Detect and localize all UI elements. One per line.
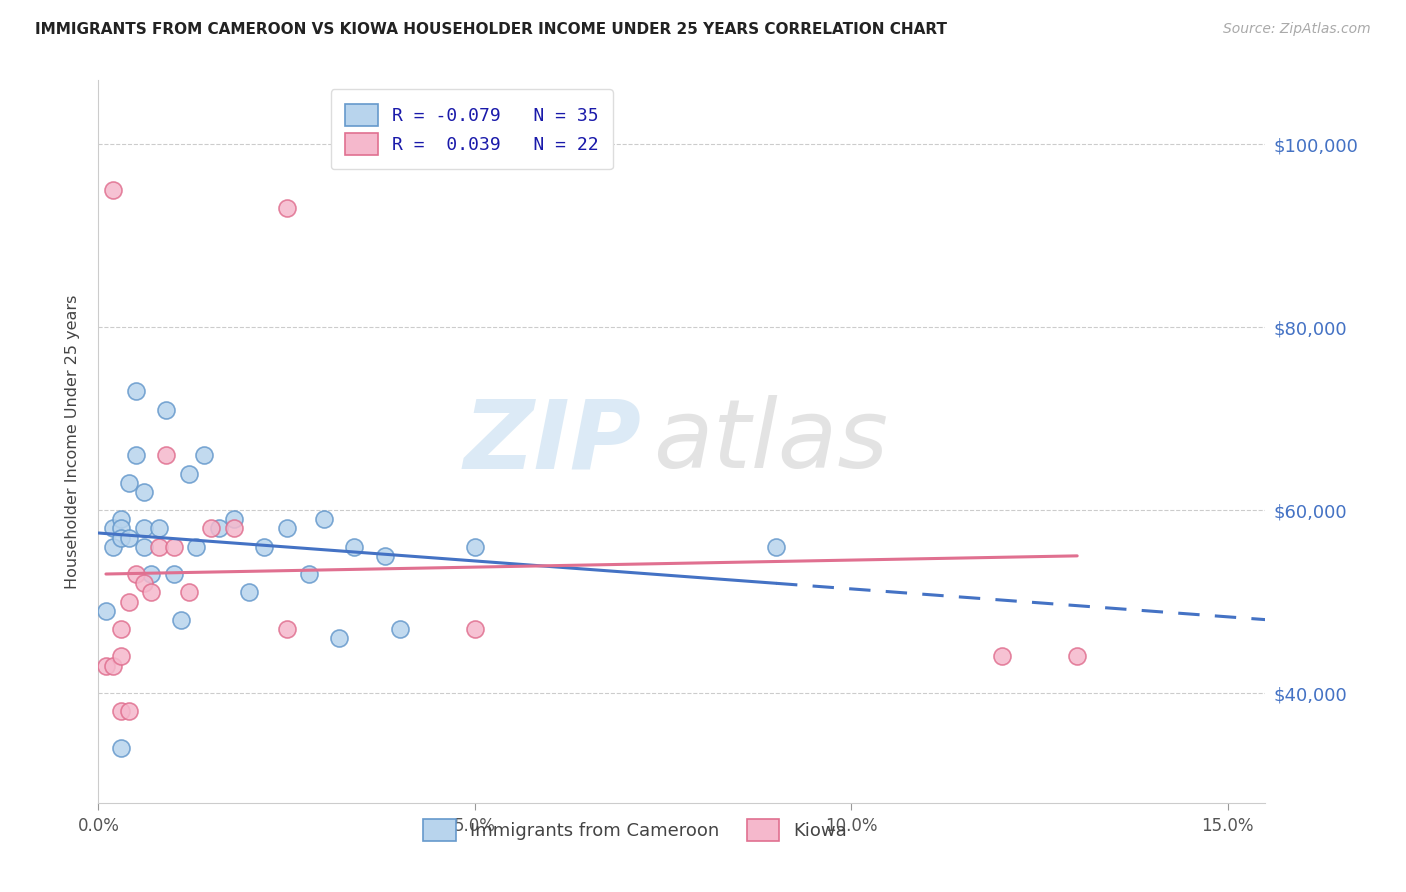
Point xyxy=(177,585,200,599)
Point xyxy=(765,540,787,554)
Point xyxy=(110,649,132,664)
Point xyxy=(253,540,276,554)
Point xyxy=(991,649,1014,664)
Point xyxy=(343,540,366,554)
Point xyxy=(373,549,395,563)
Point xyxy=(193,448,215,462)
Point xyxy=(117,704,139,718)
Point xyxy=(155,448,177,462)
Point xyxy=(125,567,148,582)
Point xyxy=(103,658,125,673)
Point xyxy=(314,512,336,526)
Point xyxy=(110,622,132,636)
Point xyxy=(139,585,162,599)
Y-axis label: Householder Income Under 25 years: Householder Income Under 25 years xyxy=(65,294,80,589)
Point xyxy=(117,475,139,490)
Point xyxy=(276,202,298,216)
Point xyxy=(222,512,245,526)
Point xyxy=(170,613,193,627)
Text: atlas: atlas xyxy=(652,395,887,488)
Legend: Immigrants from Cameroon, Kiowa: Immigrants from Cameroon, Kiowa xyxy=(416,812,855,848)
Point xyxy=(94,604,117,618)
Point xyxy=(110,704,132,718)
Point xyxy=(125,448,148,462)
Point xyxy=(110,512,132,526)
Text: Source: ZipAtlas.com: Source: ZipAtlas.com xyxy=(1223,22,1371,37)
Point xyxy=(139,567,162,582)
Point xyxy=(222,521,245,535)
Point xyxy=(328,631,350,645)
Point xyxy=(132,540,155,554)
Point xyxy=(388,622,411,636)
Point xyxy=(238,585,260,599)
Point xyxy=(125,384,148,399)
Text: ZIP: ZIP xyxy=(463,395,641,488)
Point xyxy=(132,576,155,591)
Point xyxy=(177,467,200,481)
Point xyxy=(464,540,486,554)
Point xyxy=(132,484,155,499)
Point xyxy=(276,622,298,636)
Point xyxy=(117,531,139,545)
Point xyxy=(1066,649,1088,664)
Point xyxy=(110,740,132,755)
Point xyxy=(155,402,177,417)
Point xyxy=(103,521,125,535)
Point xyxy=(110,531,132,545)
Point xyxy=(148,540,170,554)
Point xyxy=(464,622,486,636)
Point xyxy=(148,521,170,535)
Point xyxy=(110,521,132,535)
Point xyxy=(200,521,222,535)
Point xyxy=(163,540,186,554)
Point xyxy=(298,567,321,582)
Point xyxy=(276,521,298,535)
Point xyxy=(103,540,125,554)
Text: IMMIGRANTS FROM CAMEROON VS KIOWA HOUSEHOLDER INCOME UNDER 25 YEARS CORRELATION : IMMIGRANTS FROM CAMEROON VS KIOWA HOUSEH… xyxy=(35,22,948,37)
Point xyxy=(94,658,117,673)
Point xyxy=(208,521,231,535)
Point xyxy=(117,594,139,608)
Point xyxy=(132,521,155,535)
Point xyxy=(163,567,186,582)
Point xyxy=(103,183,125,197)
Point xyxy=(186,540,208,554)
